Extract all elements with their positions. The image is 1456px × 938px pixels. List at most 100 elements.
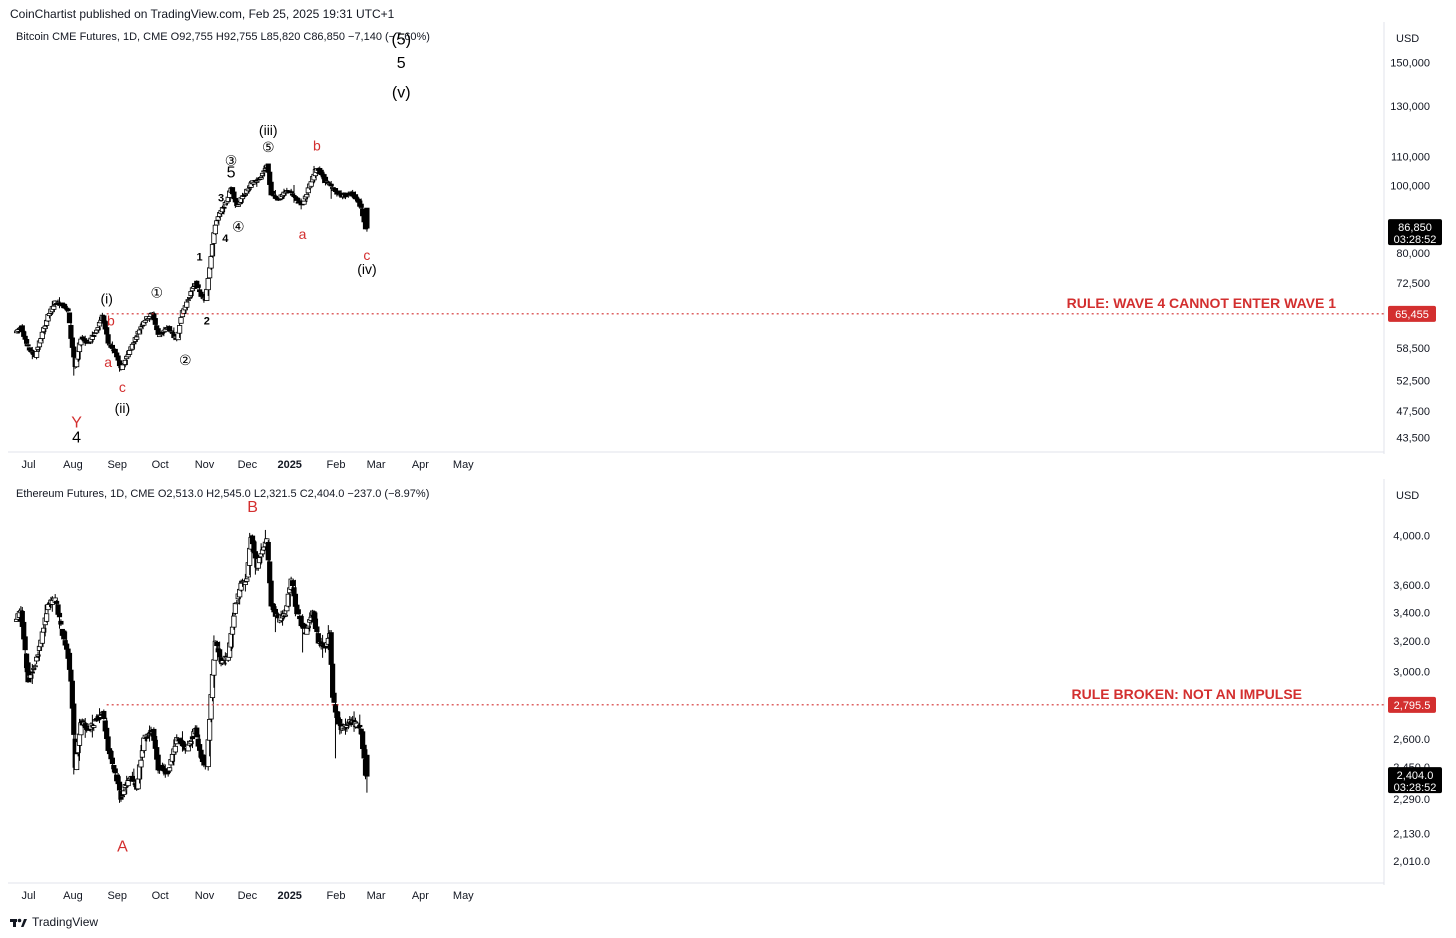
candle-up bbox=[166, 767, 173, 772]
candle-down bbox=[194, 280, 200, 289]
candle-up bbox=[44, 320, 50, 326]
candle-down bbox=[95, 716, 101, 721]
candle-down bbox=[116, 360, 123, 367]
candle-up bbox=[225, 656, 231, 661]
candle-down bbox=[291, 195, 297, 197]
candle-up bbox=[39, 631, 45, 644]
candle-up bbox=[302, 195, 309, 200]
candle-down bbox=[302, 632, 309, 635]
candle-down bbox=[297, 615, 303, 620]
candle-up bbox=[279, 614, 286, 619]
level-price-label: 65,455 bbox=[1395, 309, 1429, 321]
candle-up bbox=[28, 674, 34, 679]
candle-down bbox=[364, 207, 370, 229]
y-tick-label: 43,500 bbox=[1396, 433, 1430, 445]
candle-up bbox=[341, 727, 347, 730]
candle-down bbox=[56, 612, 63, 618]
candle-up bbox=[174, 338, 180, 340]
candle-down bbox=[28, 349, 34, 352]
candle-up bbox=[301, 200, 307, 205]
candle-up bbox=[134, 336, 140, 340]
candle-up bbox=[149, 312, 156, 315]
candle-up bbox=[209, 244, 216, 257]
candle-down bbox=[232, 197, 238, 203]
candle-up bbox=[99, 711, 105, 715]
symbol-info: Bitcoin CME Futures, 1D, CME O92,755 H92… bbox=[16, 31, 430, 43]
candle-up bbox=[219, 207, 226, 213]
candle-down bbox=[105, 334, 111, 344]
y-tick-label: 100,000 bbox=[1390, 180, 1430, 192]
candle-down bbox=[61, 303, 67, 309]
currency-label: USD bbox=[1396, 490, 1419, 502]
wave-label: (iii) bbox=[259, 122, 278, 138]
candle-up bbox=[337, 193, 343, 196]
candle-down bbox=[29, 671, 35, 674]
candle-up bbox=[284, 190, 290, 193]
candle-down bbox=[348, 720, 354, 725]
candle-down bbox=[299, 201, 306, 204]
candle-down bbox=[115, 776, 121, 785]
candle-up bbox=[15, 613, 21, 620]
candle-up bbox=[88, 723, 94, 730]
candle-down bbox=[104, 727, 110, 740]
candle-up bbox=[89, 334, 95, 340]
candle-up bbox=[138, 759, 144, 768]
candle-down bbox=[287, 190, 293, 193]
wave-label: ④ bbox=[232, 218, 245, 234]
candle-down bbox=[272, 195, 279, 199]
candle-up bbox=[264, 538, 270, 544]
wave-label: ② bbox=[179, 352, 192, 368]
candle-down bbox=[111, 349, 117, 352]
candle-up bbox=[128, 776, 134, 780]
candle-up bbox=[128, 346, 134, 351]
candle-down bbox=[23, 339, 30, 344]
candle-up bbox=[146, 732, 153, 736]
candle-up bbox=[237, 588, 243, 598]
candle-up bbox=[172, 335, 178, 339]
candle-up bbox=[145, 733, 151, 736]
candle-up bbox=[207, 267, 213, 279]
wave-label: 5 bbox=[227, 165, 236, 182]
candle-up bbox=[239, 195, 246, 200]
y-tick-label: 3,600.0 bbox=[1393, 580, 1430, 592]
candle-up bbox=[49, 600, 55, 605]
candle-up bbox=[325, 637, 331, 645]
candle-up bbox=[136, 764, 143, 780]
candle-up bbox=[126, 350, 133, 355]
wave-label: c bbox=[119, 379, 126, 395]
candle-down bbox=[265, 163, 271, 173]
candle-up bbox=[214, 220, 220, 226]
candle-up bbox=[227, 190, 233, 198]
y-tick-label: 2,290.0 bbox=[1393, 794, 1430, 806]
candle-down bbox=[271, 606, 277, 613]
candle-up bbox=[228, 633, 234, 648]
candle-down bbox=[268, 580, 274, 607]
x-tick-label: Oct bbox=[152, 459, 169, 471]
level-price-badge bbox=[1388, 696, 1436, 713]
candle-down bbox=[318, 169, 324, 176]
wave-label: B bbox=[247, 499, 258, 516]
candle-down bbox=[360, 731, 366, 750]
candle-up bbox=[16, 327, 23, 330]
x-tick-label: Aug bbox=[63, 459, 83, 471]
x-tick-label: Sep bbox=[107, 459, 127, 471]
candle-down bbox=[159, 765, 166, 771]
candle-up bbox=[88, 337, 94, 343]
candle-down bbox=[274, 197, 280, 200]
candle-up bbox=[99, 314, 105, 321]
candle-up bbox=[92, 332, 98, 334]
candle-up bbox=[135, 778, 141, 790]
candle-down bbox=[334, 711, 340, 718]
candle-down bbox=[108, 345, 114, 348]
candle-down bbox=[275, 614, 281, 619]
candle-up bbox=[32, 665, 38, 668]
y-tick-label: 2,450.0 bbox=[1393, 762, 1430, 774]
candle-down bbox=[155, 754, 161, 771]
candle-up bbox=[46, 312, 53, 317]
candle-down bbox=[252, 179, 258, 182]
candle-down bbox=[267, 561, 273, 584]
candle-down bbox=[229, 187, 236, 195]
candle-down bbox=[338, 192, 344, 197]
wave-label: 4 bbox=[72, 430, 81, 447]
